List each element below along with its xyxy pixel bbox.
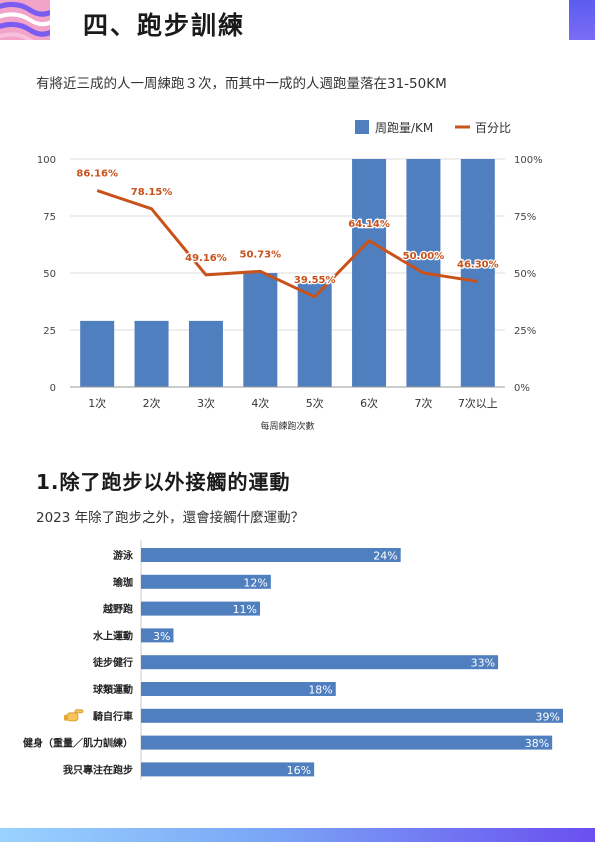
percentage-line [96, 189, 479, 299]
line-data-label: 64.14% [348, 219, 390, 230]
line-data-label: 50.00% [403, 251, 445, 262]
line-data-label: 50.73% [239, 249, 281, 260]
category-label: 球類運動 [93, 683, 133, 696]
y-tick-label: 0 [50, 383, 56, 394]
x-axis-label: 每周練跑次數 [260, 420, 314, 432]
line-data-label: 39.55% [294, 275, 336, 286]
legend-bar-label: 周跑量/KM [375, 121, 433, 135]
value-label: 39% [536, 710, 560, 723]
value-label: 38% [525, 737, 549, 750]
line-data-label: 78.15% [131, 187, 173, 198]
bar-3 [188, 320, 223, 387]
category-label: 瑜珈 [113, 576, 133, 589]
category-label: 徒步健行 [92, 656, 133, 669]
category-label: 騎自行車 [93, 710, 133, 723]
corner-decoration [0, 0, 50, 40]
bar-8 [460, 159, 495, 387]
bottom-gradient-bar [0, 828, 595, 842]
corner-accent [569, 0, 595, 40]
hbar-4 [141, 628, 174, 643]
bar-6 [352, 159, 387, 387]
bar-1 [80, 320, 115, 387]
value-label: 24% [373, 550, 397, 563]
value-label: 11% [233, 603, 257, 616]
hbar-1 [141, 548, 401, 562]
line-data-label: 49.16% [185, 253, 227, 264]
y2-tick-label: 75% [514, 212, 536, 223]
y2-tick-label: 100% [514, 155, 543, 166]
hbar-7 [141, 708, 563, 723]
legend-line-label: 百分比 [475, 121, 511, 135]
x-tick-label: 1次 [88, 396, 106, 410]
hbar-9 [141, 762, 315, 777]
bar-4 [243, 273, 278, 387]
category-label: 健身（重量／肌力訓練） [23, 737, 133, 750]
y2-tick-label: 25% [514, 326, 536, 337]
legend-bar-swatch [355, 120, 369, 134]
subsection-title: 1.除了跑步以外接觸的運動 [36, 470, 291, 494]
value-label: 12% [243, 576, 267, 589]
intro-text: 有將近三成的人一周練跑３次，而其中一成的人週跑量落在31-50KM [36, 76, 447, 92]
x-tick-label: 7次 [414, 396, 432, 410]
running-frequency-chart: 周跑量/KM 百分比 0 25 50 75 100 0% 25% 50% 75% 100% 1次 2次 3次… [37, 120, 543, 432]
y-tick-label: 25 [43, 326, 56, 337]
section-title: 四、跑步訓練 [83, 11, 246, 40]
line-data-label: 86.16% [76, 169, 118, 180]
value-label: 3% [153, 630, 170, 643]
x-tick-label: 6次 [360, 396, 378, 410]
hbar-8 [141, 735, 553, 750]
y-tick-label: 50 [43, 269, 56, 280]
hbar-2 [141, 574, 271, 589]
line-data-label: 46.30% [457, 259, 499, 270]
x-tick-label: 5次 [306, 396, 324, 410]
x-tick-label: 2次 [143, 396, 161, 410]
hbar-5 [141, 655, 499, 670]
bar-5 [297, 282, 332, 387]
bar-2 [134, 320, 169, 387]
y2-tick-label: 50% [514, 269, 536, 280]
hbar-3 [141, 601, 261, 616]
category-label: 越野跑 [102, 603, 133, 616]
other-sports-chart: 游泳 24% 瑜珈 12% 越野跑 11% 水上運動 3% 徒步健行 33% 球類運動 18% 騎自行車… [23, 540, 563, 780]
y-tick-label: 100 [37, 155, 56, 166]
y-tick-label: 75 [43, 212, 56, 223]
value-label: 33% [471, 657, 495, 670]
hbar-6 [141, 682, 336, 696]
x-tick-label: 3次 [197, 396, 215, 410]
category-label: 水上運動 [92, 629, 133, 642]
subsection-question: 2023 年除了跑步之外，還會接觸什麼運動？ [36, 510, 305, 526]
value-label: 18% [308, 684, 332, 697]
x-tick-label: 7次以上 [458, 396, 498, 410]
pointing-hand-icon [64, 709, 84, 722]
x-tick-label: 4次 [251, 396, 269, 410]
y2-tick-label: 0% [514, 383, 530, 394]
category-label: 游泳 [113, 549, 134, 562]
category-label: 我只專注在跑步 [63, 763, 133, 776]
value-label: 16% [287, 764, 311, 777]
